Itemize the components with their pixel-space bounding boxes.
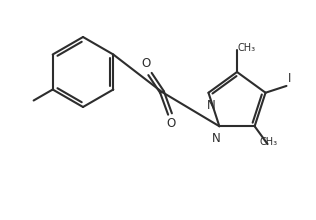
Text: CH₃: CH₃ [237, 43, 255, 53]
Text: O: O [141, 57, 151, 70]
Text: N: N [212, 132, 221, 145]
Text: O: O [167, 117, 176, 130]
Text: N: N [207, 99, 216, 112]
Text: CH₃: CH₃ [260, 137, 278, 147]
Text: I: I [288, 72, 291, 85]
